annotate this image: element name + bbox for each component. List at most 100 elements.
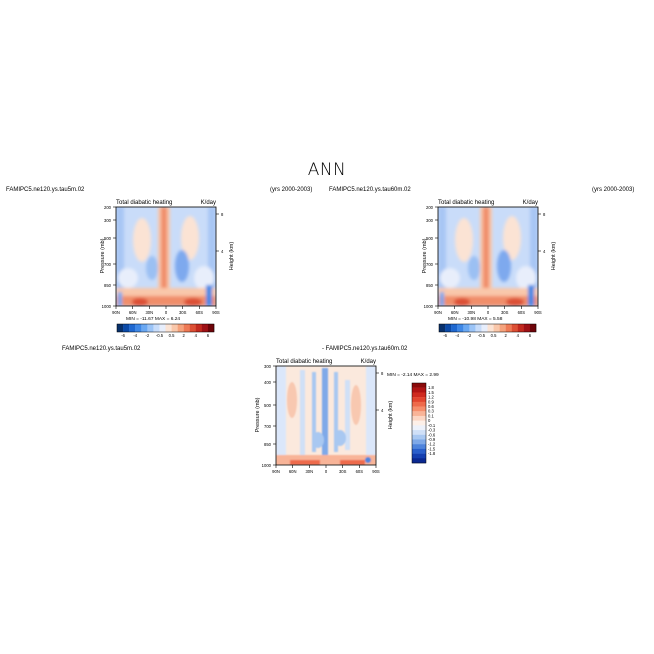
colorbar-tick-label: -0.5 — [478, 333, 486, 338]
panel2-xtick-label: 90S — [534, 310, 542, 315]
panel1-ytick-label: 1000 — [102, 304, 112, 309]
panel3-case-label: FAMIPC5.ne120.ys.tau5m.02 — [62, 346, 141, 352]
panel1-height-axis-label: Height (km) — [229, 242, 235, 271]
colorbar-frame — [438, 323, 537, 333]
colorbar-swatch — [159, 324, 166, 332]
panel3-xtick-label: 60S — [356, 469, 364, 474]
panel2-stats: MIN = -10.98 MAX = 5.58 — [448, 316, 503, 322]
colorbar-swatch — [412, 406, 426, 412]
panel1-contour-field — [116, 207, 216, 306]
colorbar-swatch — [141, 324, 148, 332]
colorbar-tick-label: 0.5 — [491, 333, 497, 338]
panel3-xtick-label: 30N — [305, 469, 313, 474]
panel3-xtick-label: 90S — [372, 469, 380, 474]
colorbar-swatch — [529, 324, 537, 332]
colorbar-tick-label: 0.1 — [428, 413, 434, 418]
colorbar-tick-label: 0.5 — [169, 333, 175, 338]
panel3-contour-field — [276, 366, 376, 465]
panel1-ytick-label: 200 — [104, 205, 112, 210]
colorbar-swatch — [517, 324, 525, 332]
colorbar-swatch — [475, 324, 482, 332]
colorbar-swatch — [412, 444, 426, 450]
panel2-x-ticks: 90N 60N 30N 0 30S 60S 90S — [434, 306, 542, 315]
colorbar-tick-label: -1.8 — [428, 451, 436, 456]
colorbar-tick-label: -2 — [467, 333, 471, 338]
colorbar-swatch — [493, 324, 500, 332]
panel2-ytick-label: 700 — [426, 262, 434, 267]
colorbar-swatch — [412, 425, 426, 431]
panel2-height-tick-label: 4 — [543, 249, 546, 254]
panel1-stats: MIN = -11.67 MAX = 6.24 — [126, 316, 180, 322]
colorbar-tick-label: -6 — [121, 333, 125, 338]
colorbar-tick-label: -0.9 — [428, 437, 436, 442]
colorbar-tick-label: -0.3 — [428, 428, 436, 433]
panel1-x-ticks: 90N 60N 30N 0 30S 60S 90S — [112, 306, 220, 315]
colorbar-swatch — [499, 324, 506, 332]
panel3-ytick-label: 700 — [264, 424, 272, 429]
panel1-xtick-label: 90S — [212, 310, 220, 315]
panel3-x-ticks: 90N 60N 30N 0 30S 60S 90S — [272, 465, 380, 474]
panel3-height-axis-label: Height (km) — [388, 401, 394, 430]
colorbar-tick-label: 0.9 — [428, 399, 434, 404]
colorbar-swatch — [412, 383, 426, 388]
colorbar-swatch — [412, 387, 426, 393]
colorbar-swatch — [457, 324, 464, 332]
panel1-y-axis-label: Pressure (mb) — [100, 238, 106, 273]
colorbar-tick-label: 6 — [207, 333, 210, 338]
colorbar-tick-label: 4 — [195, 333, 198, 338]
panel1-height-axis: 8 4 Height (km) — [216, 212, 235, 270]
colorbar-swatch — [189, 324, 197, 332]
colorbar-tick-label: 2 — [183, 333, 186, 338]
panel3-stats: MIN = -2.14 MAX = 2.99 — [387, 372, 439, 378]
colorbar-swatch — [117, 324, 124, 332]
panel2-xtick-label: 30S — [501, 310, 509, 315]
panel2-xtick-label: 0 — [487, 310, 490, 315]
colorbar-frame — [116, 323, 215, 333]
colorbar-swatch — [412, 401, 426, 407]
colorbar-swatch — [412, 458, 426, 464]
colorbar-tick-label: 2 — [505, 333, 508, 338]
panel2-height-tick-label: 8 — [543, 212, 546, 217]
colorbar-swatch — [412, 392, 426, 398]
colorbar-tick-label: -4 — [455, 333, 459, 338]
colorbar-swatch — [445, 324, 452, 332]
panel3-height-tick-label: 8 — [381, 371, 384, 376]
panel2-xtick-label: 90N — [434, 310, 442, 315]
panel2-ytick-label: 300 — [426, 218, 434, 223]
colorbar-swatch — [177, 324, 184, 332]
panel3-subtitle: Total diabatic heating — [276, 359, 332, 365]
colorbar-swatch — [412, 411, 426, 417]
colorbar-swatch — [481, 324, 488, 332]
colorbar-swatch — [207, 324, 215, 332]
colorbar-tick-label: 4 — [517, 333, 520, 338]
panel3-ytick-label: 850 — [264, 442, 272, 447]
panel3-diff-label: - FAMIPC5.ne120.ys.tau60m.02 — [322, 346, 408, 352]
colorbar-tick-label: -6 — [443, 333, 447, 338]
panel1-subtitle: Total diabatic heating — [116, 200, 172, 206]
panel2-height-axis-label: Height (km) — [551, 242, 557, 271]
panel3-ytick-label: 400 — [264, 380, 272, 385]
colorbar-swatch — [523, 324, 531, 332]
panel1-years-label: (yrs 2000-2003) — [270, 187, 313, 193]
panel1-height-tick-label: 4 — [221, 249, 224, 254]
panel2-y-ticks: 200 300 500 700 850 1000 — [424, 205, 438, 309]
panel2-height-axis: 8 4 Height (km) — [538, 212, 557, 270]
colorbar-swatch — [469, 324, 476, 332]
panel3-ytick-label: 1000 — [262, 463, 272, 468]
panel1-xtick-label: 0 — [165, 310, 168, 315]
colorbar-swatch — [147, 324, 154, 332]
colorbar-tick-label: -1.5 — [428, 446, 436, 451]
panel3-y-axis-label: Pressure (mb) — [255, 397, 261, 432]
colorbar-swatch — [129, 324, 136, 332]
colorbar-swatch — [505, 324, 512, 332]
colorbar-swatch — [463, 324, 470, 332]
panel2-contour-field — [438, 207, 538, 306]
colorbar-tick-label: -0.1 — [428, 423, 436, 428]
colorbar-swatch — [412, 420, 426, 426]
panel1-xtick-label: 90N — [112, 310, 120, 315]
colorbar-frame — [411, 382, 427, 464]
panel1-y-ticks: 200 300 500 700 850 1000 — [102, 205, 116, 309]
panel2-y-axis-label: Pressure (mb) — [422, 238, 428, 273]
panel3-xtick-label: 60N — [289, 469, 297, 474]
